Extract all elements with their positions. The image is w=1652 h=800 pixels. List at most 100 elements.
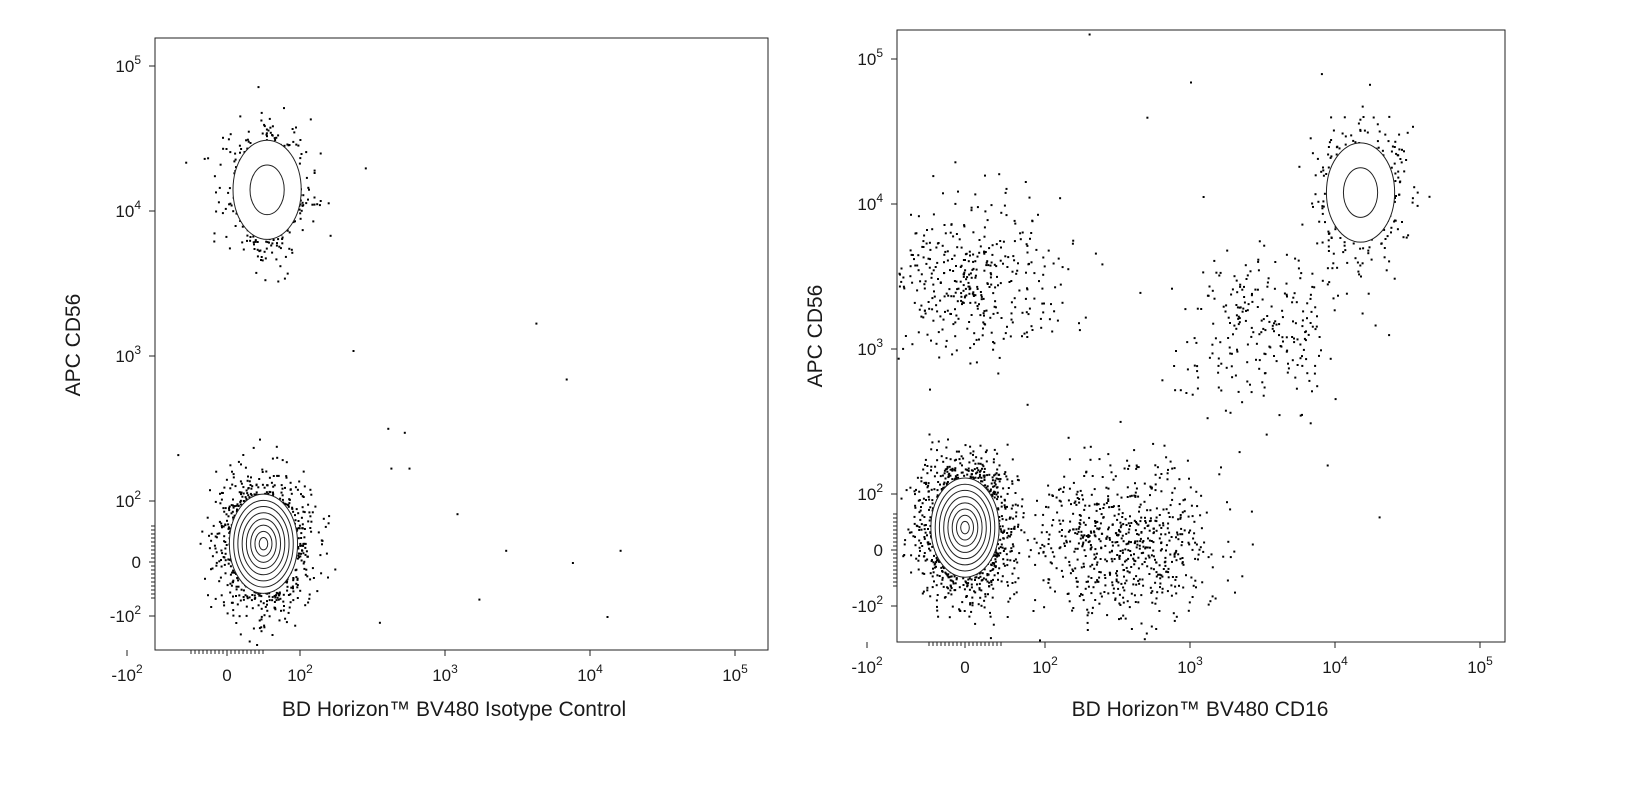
event-dot xyxy=(247,140,250,143)
event-dot xyxy=(1167,571,1170,574)
event-dot xyxy=(923,481,926,484)
y-tick-label: 103 xyxy=(115,343,141,366)
event-dot xyxy=(1003,504,1006,507)
event-dot xyxy=(946,470,949,473)
event-dot xyxy=(927,484,930,487)
event-dot xyxy=(1165,549,1167,552)
event-dot xyxy=(1112,591,1115,594)
event-dot xyxy=(990,482,993,485)
event-dot xyxy=(240,482,243,485)
event-dot xyxy=(1352,242,1355,245)
event-dot xyxy=(185,161,188,164)
event-dot xyxy=(1013,525,1016,528)
event-dot xyxy=(979,462,982,465)
event-dot xyxy=(1016,561,1019,564)
event-dot xyxy=(983,467,986,470)
event-dot xyxy=(1359,128,1362,131)
event-dot xyxy=(951,467,954,470)
event-dot xyxy=(977,469,980,472)
event-dot xyxy=(1072,570,1075,572)
event-dot xyxy=(305,176,308,179)
event-dot xyxy=(933,475,936,478)
event-dot xyxy=(927,495,930,498)
event-dot xyxy=(1127,531,1130,534)
event-dot xyxy=(300,493,302,496)
event-dot xyxy=(1104,544,1107,547)
event-dot xyxy=(977,603,980,606)
event-dot xyxy=(1327,232,1330,235)
event-dot xyxy=(1000,543,1003,546)
event-dot xyxy=(299,544,302,547)
event-dot xyxy=(229,527,232,530)
event-dot xyxy=(992,491,995,494)
event-dot xyxy=(1370,258,1373,261)
event-dot xyxy=(299,157,302,160)
event-dot xyxy=(218,520,221,523)
event-dot xyxy=(302,496,305,498)
event-dot xyxy=(295,568,298,571)
event-dot xyxy=(284,503,287,506)
event-dot xyxy=(1002,558,1005,561)
event-dot xyxy=(254,239,257,242)
event-dot xyxy=(261,471,264,473)
event-dot xyxy=(1139,537,1142,540)
event-dot xyxy=(288,231,291,234)
event-dot xyxy=(1318,220,1321,223)
event-dot xyxy=(277,134,280,137)
event-dot xyxy=(944,571,947,574)
event-dot xyxy=(1398,181,1401,184)
event-dot xyxy=(233,160,236,163)
event-dot xyxy=(254,596,257,599)
event-dot xyxy=(239,480,242,483)
event-dot xyxy=(1121,534,1124,537)
event-dot xyxy=(931,502,934,505)
event-dot xyxy=(313,196,316,199)
event-dot xyxy=(1309,137,1312,140)
event-dot xyxy=(993,490,996,493)
event-dot xyxy=(1086,608,1089,611)
event-dot xyxy=(1079,523,1082,526)
event-dot xyxy=(260,119,263,122)
event-dot xyxy=(1265,433,1268,436)
event-dot xyxy=(281,498,284,501)
event-dot xyxy=(1343,116,1346,119)
event-dot xyxy=(1155,628,1158,630)
event-dot xyxy=(1158,537,1161,540)
event-dot xyxy=(1058,519,1061,522)
event-dot xyxy=(1335,146,1338,149)
event-dot xyxy=(937,440,940,443)
event-dot xyxy=(1050,547,1053,550)
event-dot xyxy=(919,509,922,512)
event-dot xyxy=(292,590,295,593)
event-dot xyxy=(233,514,236,517)
event-dot xyxy=(933,488,936,491)
event-dot xyxy=(1130,494,1133,497)
event-dot xyxy=(246,138,249,141)
event-dot xyxy=(1339,237,1342,239)
event-dot xyxy=(1191,515,1194,518)
event-dot xyxy=(215,536,218,539)
event-dot xyxy=(947,438,949,441)
event-dot xyxy=(264,257,267,260)
event-dot xyxy=(299,589,302,592)
event-dot xyxy=(1354,141,1357,144)
event-dot xyxy=(997,507,1000,510)
event-dot xyxy=(232,569,235,572)
event-dot xyxy=(999,528,1002,531)
outlier-dot xyxy=(571,562,574,564)
event-dot xyxy=(942,483,945,486)
event-dot xyxy=(296,578,299,581)
event-dot xyxy=(272,475,275,477)
event-dot xyxy=(967,582,970,585)
event-dot xyxy=(1129,515,1131,518)
event-dot xyxy=(979,444,982,447)
event-dot xyxy=(1372,116,1375,119)
event-dot xyxy=(291,507,294,510)
event-dot xyxy=(303,542,306,545)
event-dot xyxy=(946,466,949,469)
event-dot xyxy=(232,473,235,476)
event-dot xyxy=(918,499,921,502)
event-dot xyxy=(240,493,242,496)
event-dot xyxy=(1096,520,1099,523)
